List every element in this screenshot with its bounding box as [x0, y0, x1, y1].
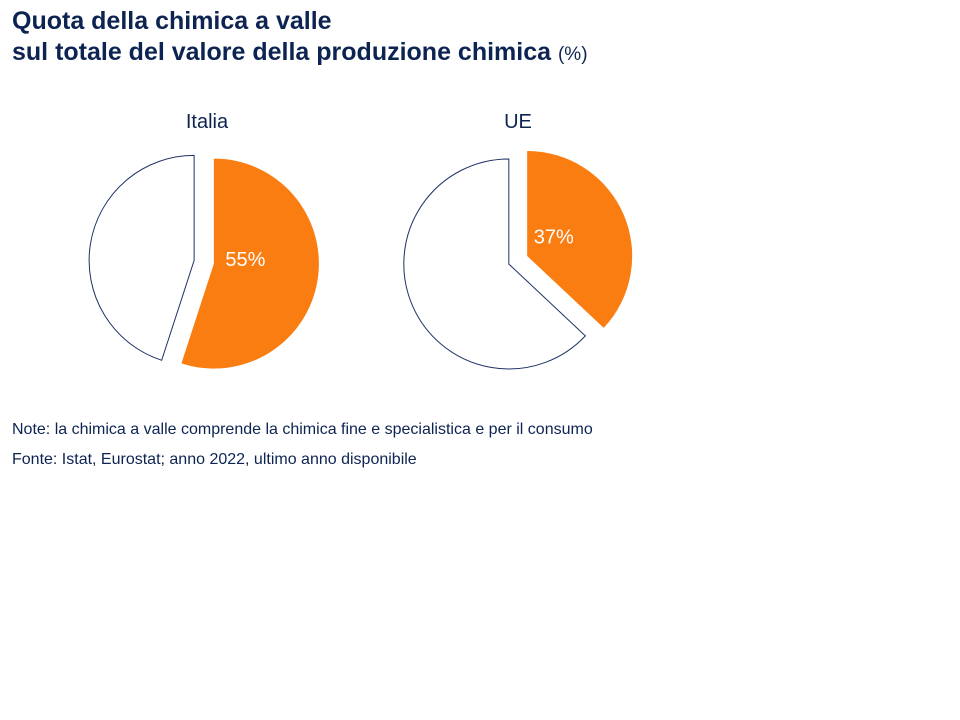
pie-1-slice-1 — [403, 158, 587, 370]
chart-source: Fonte: Istat, Eurostat; anno 2022, ultim… — [12, 451, 417, 468]
pie-title-ue: UE — [504, 111, 532, 133]
pie-0-slice-0-label: 55% — [225, 249, 265, 271]
pie-charts: 55% 37% — [88, 151, 633, 370]
title-line-2-wrap: sul totale del valore della produzione c… — [12, 37, 588, 70]
pie-1-slice-0 — [527, 151, 633, 328]
pie-1-slice-0-label: 37% — [534, 226, 574, 248]
title-line-1: Quota della chimica a valle — [12, 7, 332, 35]
pie-title-italia: Italia — [185, 111, 229, 133]
title-line-2: sul totale del valore della produzione c… — [12, 38, 552, 66]
chart-note: Note: la chimica a valle comprende la ch… — [12, 421, 593, 438]
pie-0-slice-0 — [181, 158, 319, 369]
chart-title: Quota della chimica a valle sul totale d… — [12, 6, 588, 70]
title-unit: (%) — [557, 44, 588, 65]
pie-0-slice-1 — [88, 154, 195, 361]
